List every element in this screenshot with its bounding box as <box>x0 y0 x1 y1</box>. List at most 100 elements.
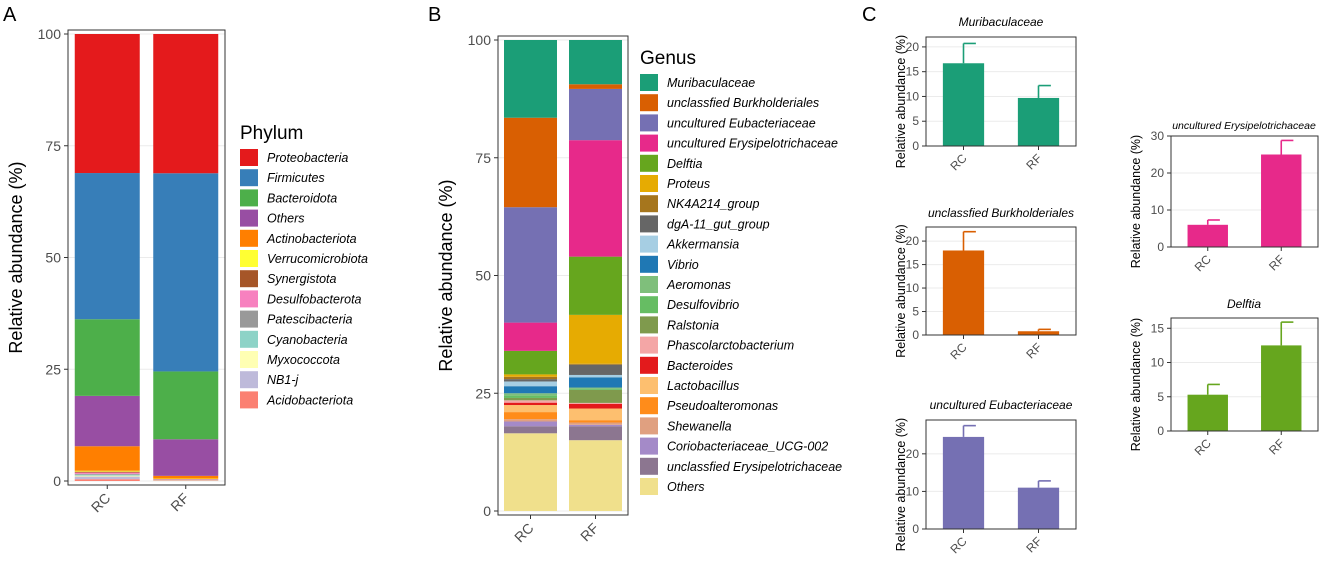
muribaculaceae-ytick-label-5: 5 <box>912 114 919 128</box>
phylum-legend-title: Phylum <box>240 123 303 144</box>
phylum-legend-swatch-myxococcota <box>240 351 258 368</box>
genus-legend-swatch-coriobacteriaceae-ucg-002 <box>640 437 658 455</box>
genus-legend-swatch-uncultured-erysipelotrichaceae <box>640 134 658 152</box>
genus-stacked-bar-chart: 0 25 50 75 100 RC RF Relative abundance (%) Genu… <box>436 32 842 545</box>
erysipelotrichaceae-ytick-label-0: 0 <box>1157 240 1164 254</box>
genus-bar-rf-uncultured-eubacteriaceae <box>569 88 622 141</box>
muribaculaceae-plot-border <box>925 36 1077 147</box>
genus-ytick-label-100: 100 <box>468 32 492 48</box>
genus-legend-swatch-dga-11-gut-group <box>640 215 658 233</box>
phylum-bar-rc-desulfobacterota <box>74 472 140 474</box>
genus-legend-swatch-desulfovibrio <box>640 296 658 314</box>
delftia-xtick-label-rf: RF <box>1266 436 1287 457</box>
delftia-chart-title: Delftia <box>1227 297 1261 311</box>
phylum-legend-label-desulfobacterota: Desulfobacterota <box>267 292 362 306</box>
genus-bar-rc-proteus <box>504 374 557 377</box>
eubacteriaceae-bar-chart: 0 10 20 RC RF uncultured Eubacteriaceae Relati… <box>894 398 1077 556</box>
genus-bar-rf-desulfovibrio <box>569 388 622 390</box>
phylum-bar-rc-patescibacteria <box>74 473 140 475</box>
burkholderiales-bar-rf <box>1017 331 1060 335</box>
phylum-bar-rf-others <box>153 439 219 476</box>
genus-xtick-label-rc: RC <box>511 520 537 546</box>
genus-bar-rc-unclassfied-erysipelotrichaceae <box>504 426 557 434</box>
phylum-bar-rc-proteobacteria <box>74 34 140 174</box>
phylum-bar-rc-acidobacteriota <box>74 479 140 481</box>
panel-label-b: B <box>428 4 441 26</box>
genus-bar-rc-uncultured-eubacteriaceae <box>504 207 557 323</box>
phylum-legend-label-acidobacteriota: Acidobacteriota <box>266 393 353 407</box>
erysipelotrichaceae-y-axis-title: Relative abundance (%) <box>1129 135 1143 268</box>
genus-bar-rc-bacteroides <box>504 402 557 406</box>
genus-legend-label-ralstonia: Ralstonia <box>667 318 719 332</box>
genus-bar-rc-aeromonas <box>504 393 557 396</box>
phylum-bar-rf-actinobacteriota <box>153 475 219 479</box>
burkholderiales-ytick-label-15: 15 <box>906 258 920 272</box>
genus-legend-swatch-bacteroides <box>640 356 658 374</box>
phylum-stacked-bar-chart: 0 25 50 75 100 RC RF Relative abundance (%) Phyl… <box>6 26 368 515</box>
erysipelotrichaceae-xtick-label-rf: RF <box>1266 252 1287 273</box>
delftia-bar-rf <box>1261 345 1302 431</box>
phylum-legend-swatch-nb1-j <box>240 371 258 389</box>
burkholderiales-plot-border <box>925 226 1077 336</box>
phylum-legend-swatch-patescibacteria <box>240 310 258 328</box>
genus-bar-rf-pseudoalteromonas <box>569 420 622 423</box>
genus-bar-rc-pseudoalteromonas <box>504 412 557 420</box>
genus-bar-rf-akkermansia <box>569 374 622 378</box>
erysipelotrichaceae-ytick-label-20: 20 <box>1151 166 1165 180</box>
genus-legend-label-shewanella: Shewanella <box>667 419 732 433</box>
phylum-bar-rc-actinobacteriota <box>74 446 140 471</box>
genus-bar-rf-phascolarctobacterium <box>569 402 622 404</box>
phylum-legend-label-nb1-j: NB1-j <box>267 373 299 387</box>
muribaculaceae-bar-chart: 0 5 10 15 20 RC RF Muribaculaceae Relative abund… <box>894 15 1077 173</box>
genus-legend-label-delftia: Delftia <box>667 157 702 171</box>
delftia-ytick-label-15: 15 <box>1151 321 1165 335</box>
phylum-bar-rf-bacteroidota <box>153 371 219 440</box>
phylum-legend-swatch-desulfobacterota <box>240 290 258 308</box>
genus-bar-rf-aeromonas <box>569 387 622 389</box>
phylum-legend-swatch-actinobacteriota <box>240 229 258 247</box>
genus-bar-rc-uncultured-erysipelotrichaceae <box>504 322 557 351</box>
muribaculaceae-xtick-label-rc: RC <box>947 151 969 173</box>
genus-legend-swatch-muribaculaceae <box>640 74 658 91</box>
phylum-legend-swatch-acidobacteriota <box>240 391 258 409</box>
genus-bar-rc-akkermansia <box>504 381 557 387</box>
genus-legend-swatch-proteus <box>640 175 658 192</box>
eubacteriaceae-bar-rc <box>942 436 985 529</box>
genus-bar-rf-lactobacillus <box>569 408 622 421</box>
phylum-bar-rc-nb1-j <box>74 476 140 480</box>
phylum-bar-rc-myxococcota <box>74 475 140 477</box>
phylum-ytick-label-50: 50 <box>45 250 61 266</box>
muribaculaceae-chart-title: Muribaculaceae <box>959 15 1044 29</box>
phylum-legend-swatch-others <box>240 209 258 227</box>
genus-legend-label-lactobacillus: Lactobacillus <box>667 379 739 393</box>
panel-label-a: A <box>3 4 17 26</box>
genus-bar-rc-phascolarctobacterium <box>504 400 557 403</box>
delftia-bar-chart: 0 5 10 15 RC RF Delftia Relative abundance (%) <box>1129 297 1319 458</box>
phylum-legend-swatch-synergistota <box>240 270 258 288</box>
eubacteriaceae-ytick-label-0: 0 <box>912 522 919 536</box>
muribaculaceae-ytick-label-0: 0 <box>912 139 919 153</box>
delftia-ytick-label-10: 10 <box>1151 356 1165 370</box>
phylum-plot-border <box>67 29 226 486</box>
erysipelotrichaceae-bar-rf <box>1261 154 1302 247</box>
genus-bar-rf-muribaculaceae <box>569 40 622 85</box>
phylum-ytick-label-0: 0 <box>53 473 61 489</box>
phylum-ytick-label-75: 75 <box>45 138 61 154</box>
muribaculaceae-ytick-label-10: 10 <box>906 89 920 103</box>
burkholderiales-bar-rc <box>942 250 985 335</box>
genus-bar-rf-others <box>569 440 622 511</box>
erysipelotrichaceae-ytick-label-30: 30 <box>1151 129 1165 143</box>
burkholderiales-bar-chart: 0 5 10 15 20 RC RF unclassfied Burkholderiales R… <box>894 206 1077 362</box>
phylum-bar-rc-bacteroidota <box>74 319 140 396</box>
genus-legend-swatch-pseudoalteromonas <box>640 397 658 415</box>
genus-bar-rf-vibrio <box>569 377 622 388</box>
genus-xtick-label-rf: RF <box>577 520 602 545</box>
phylum-legend-swatch-proteobacteria <box>240 149 258 166</box>
phylum-ytick-label-25: 25 <box>45 361 61 377</box>
genus-ytick-label-50: 50 <box>475 268 491 284</box>
phylum-legend-swatch-cyanobacteria <box>240 330 258 348</box>
genus-bar-rc-lactobacillus <box>504 405 557 413</box>
genus-legend-label-unclassfied-erysipelotrichaceae: unclassfied Erysipelotrichaceae <box>667 460 842 474</box>
phylum-legend-label-proteobacteria: Proteobacteria <box>267 151 348 165</box>
